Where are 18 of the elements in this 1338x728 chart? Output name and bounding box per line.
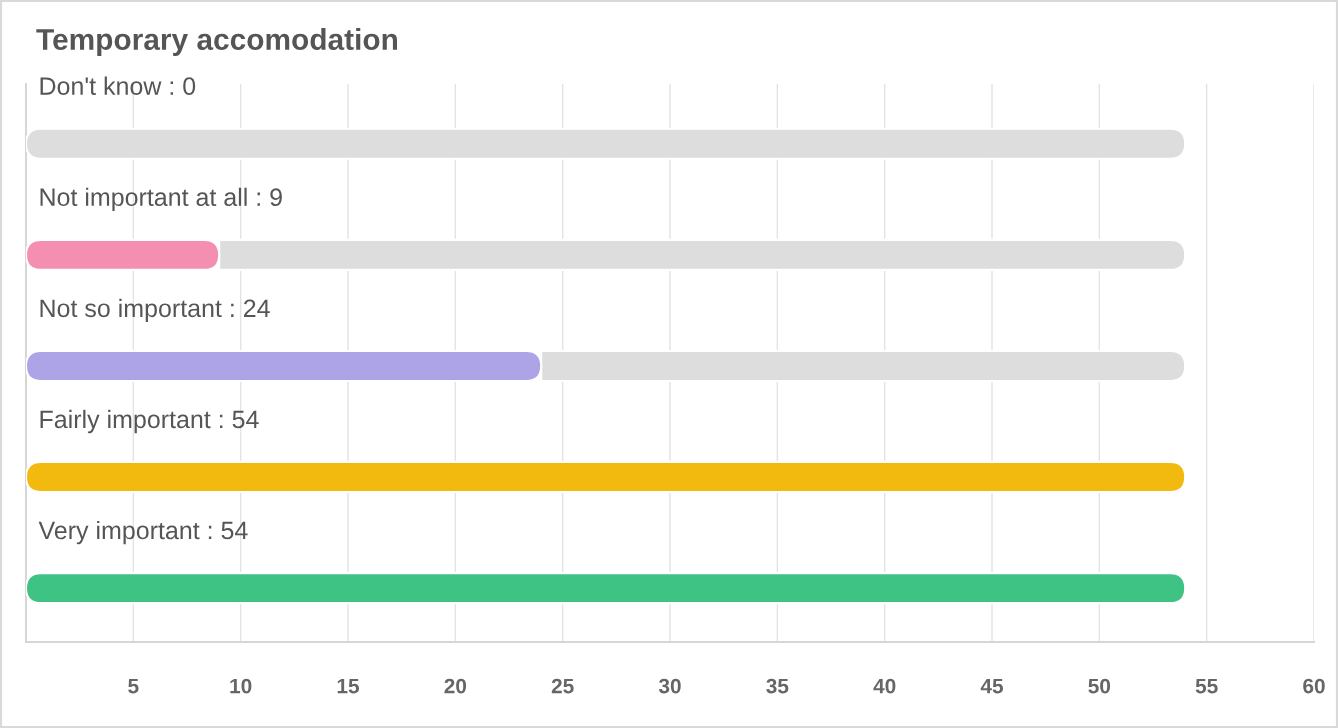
x-tick-label: 40 bbox=[873, 678, 896, 694]
y-tick-label: Fairly important : 54 bbox=[40, 409, 259, 434]
chart-title: Temporary accomodation bbox=[36, 28, 397, 56]
x-tick-label: 5 bbox=[128, 678, 139, 694]
x-tick-label: 35 bbox=[766, 678, 789, 694]
y-tick-label: Not so important : 24 bbox=[40, 298, 270, 323]
y-tick-label: Not important at all : 9 bbox=[40, 187, 282, 212]
x-tick-label: 30 bbox=[658, 678, 681, 694]
x-tick-label: 15 bbox=[337, 678, 360, 694]
x-tick-label: 25 bbox=[551, 678, 574, 694]
x-tick-label: 55 bbox=[1195, 678, 1218, 694]
x-tick-label: 45 bbox=[980, 678, 1004, 694]
x-tick-label: 50 bbox=[1088, 678, 1111, 694]
y-tick-label: Very important : 54 bbox=[38, 520, 248, 545]
y-tick-label: Don't know : 0 bbox=[40, 76, 196, 95]
x-tick-label: 20 bbox=[444, 678, 467, 694]
x-tick-label: 60 bbox=[1303, 678, 1325, 694]
x-tick-label: 10 bbox=[230, 678, 252, 694]
